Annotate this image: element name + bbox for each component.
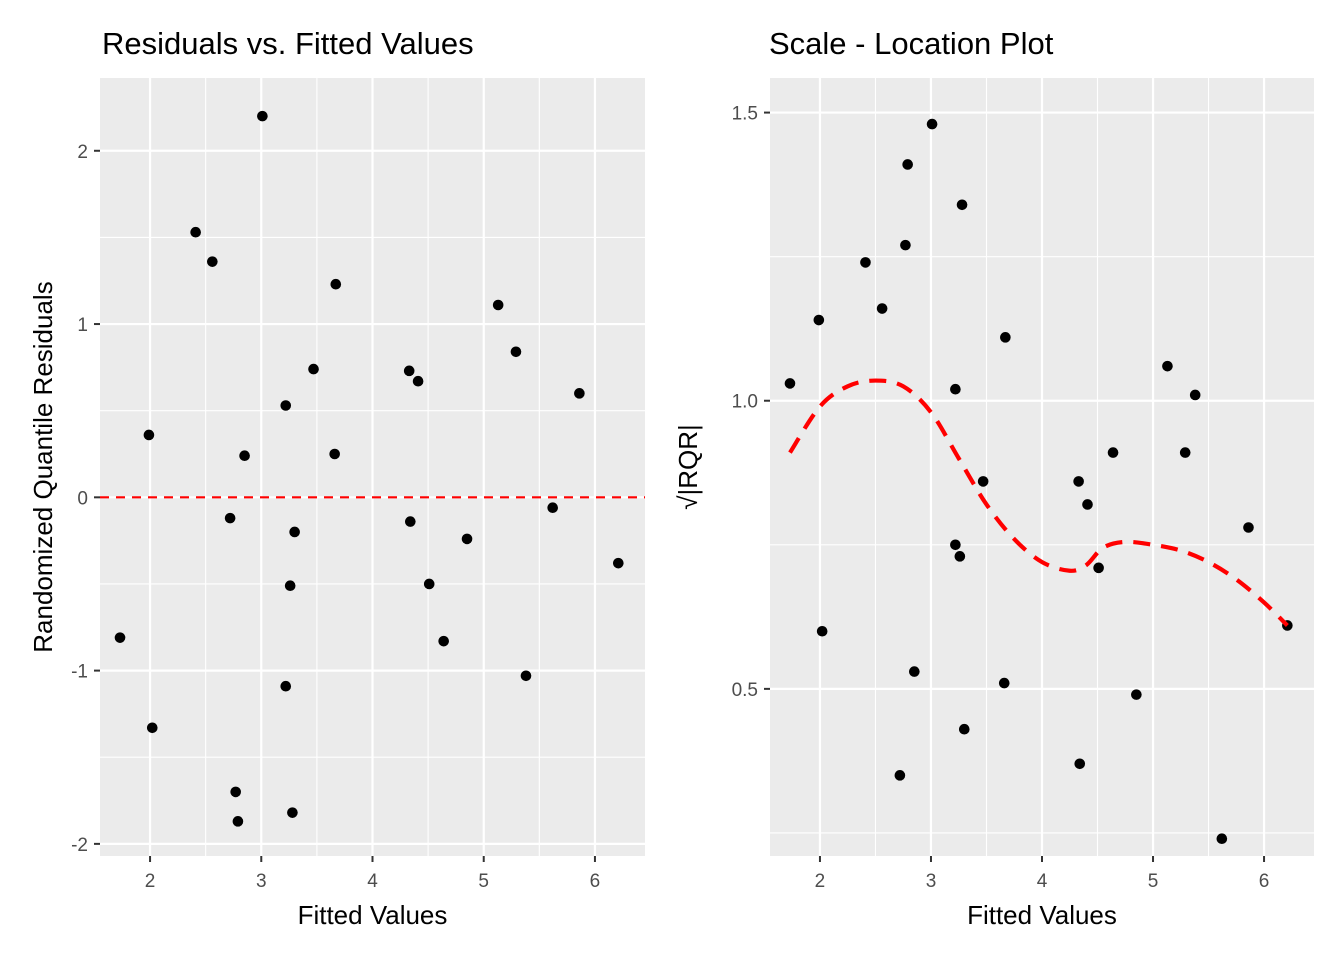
data-point — [412, 375, 424, 387]
data-point — [613, 557, 624, 569]
y-axis-title: √|RQR| — [673, 424, 703, 510]
y-tick-label: -2 — [71, 835, 88, 856]
data-point — [1162, 360, 1173, 372]
data-point — [438, 635, 449, 647]
x-tick-label: 3 — [256, 871, 267, 892]
data-point — [1179, 447, 1191, 458]
panel-title: Scale - Location Plot — [769, 26, 1054, 61]
data-point — [232, 816, 244, 827]
data-point — [308, 363, 319, 375]
data-point — [423, 578, 435, 590]
x-axis-title: Fitted Values — [967, 900, 1117, 930]
data-point — [876, 303, 888, 314]
data-point — [900, 239, 911, 251]
data-point — [1216, 833, 1228, 845]
data-point — [257, 110, 268, 122]
data-point — [329, 448, 340, 460]
x-tick-label: 6 — [1259, 871, 1270, 892]
data-point — [956, 199, 968, 211]
y-tick-label: 2 — [77, 142, 88, 163]
y-tick-label: 1.5 — [732, 104, 758, 125]
data-point — [280, 400, 292, 411]
data-point — [958, 723, 970, 735]
y-tick-label: 1 — [77, 315, 88, 336]
data-point — [1073, 476, 1084, 487]
y-tick-label: 0 — [77, 488, 88, 509]
data-point — [860, 257, 871, 268]
data-point — [574, 388, 585, 399]
data-point — [1074, 758, 1086, 770]
data-point — [1082, 499, 1093, 510]
data-point — [284, 580, 296, 591]
data-point — [1243, 522, 1254, 533]
x-tick-label: 2 — [815, 871, 826, 892]
data-point — [1131, 689, 1142, 700]
data-point — [926, 118, 938, 130]
data-point — [330, 278, 342, 290]
data-point — [280, 680, 292, 692]
data-point — [902, 159, 913, 170]
x-axis-title: Fitted Values — [298, 900, 448, 930]
data-point — [813, 314, 825, 326]
data-point — [894, 770, 906, 781]
data-point — [224, 512, 236, 524]
data-point — [289, 526, 300, 538]
y-tick-label: -1 — [71, 662, 88, 683]
x-tick-label: 5 — [1148, 871, 1159, 892]
data-point — [520, 670, 532, 682]
data-point — [143, 429, 155, 441]
data-point — [998, 677, 1010, 689]
x-tick-label: 3 — [926, 871, 937, 892]
data-point — [405, 516, 416, 527]
chart-panel-2: 2 3 4 5 6 0.5 1.0 1.5 Scale - Location Plot Fitte… — [673, 26, 1314, 930]
data-point — [909, 666, 920, 677]
smooth-trend-line — [788, 378, 1289, 627]
data-point — [230, 786, 241, 798]
y-axis-title: Randomized Quantile Residuals — [28, 281, 58, 652]
data-point — [114, 632, 126, 643]
x-tick-label: 2 — [145, 871, 156, 892]
data-point — [954, 551, 966, 562]
data-point — [146, 722, 158, 734]
panel-title: Residuals vs. Fitted Values — [102, 26, 474, 61]
x-tick-label: 4 — [367, 871, 378, 892]
x-tick-label: 4 — [1037, 871, 1048, 892]
chart-panel-1: 2 3 4 5 6 -2 -1 0 1 2 Residuals vs. Fitted Values F… — [28, 26, 645, 930]
data-point — [461, 533, 473, 545]
data-point — [510, 346, 522, 358]
data-point — [816, 625, 828, 637]
y-tick-label: 0.5 — [732, 680, 758, 701]
data-point — [547, 502, 558, 514]
data-point — [784, 378, 796, 389]
data-point — [977, 476, 989, 487]
data-point — [1107, 447, 1119, 458]
data-point — [950, 539, 961, 551]
data-point — [207, 256, 218, 267]
data-point — [950, 383, 961, 395]
x-tick-label: 6 — [590, 871, 601, 892]
y-tick-label: 1.0 — [732, 392, 758, 413]
data-point — [1093, 562, 1104, 574]
x-tick-label: 5 — [478, 871, 489, 892]
data-point — [239, 450, 250, 462]
data-point — [190, 226, 201, 238]
data-point — [1189, 389, 1201, 401]
data-point — [492, 299, 504, 311]
data-point — [1000, 332, 1011, 343]
data-point — [403, 365, 415, 377]
data-point — [287, 807, 298, 818]
